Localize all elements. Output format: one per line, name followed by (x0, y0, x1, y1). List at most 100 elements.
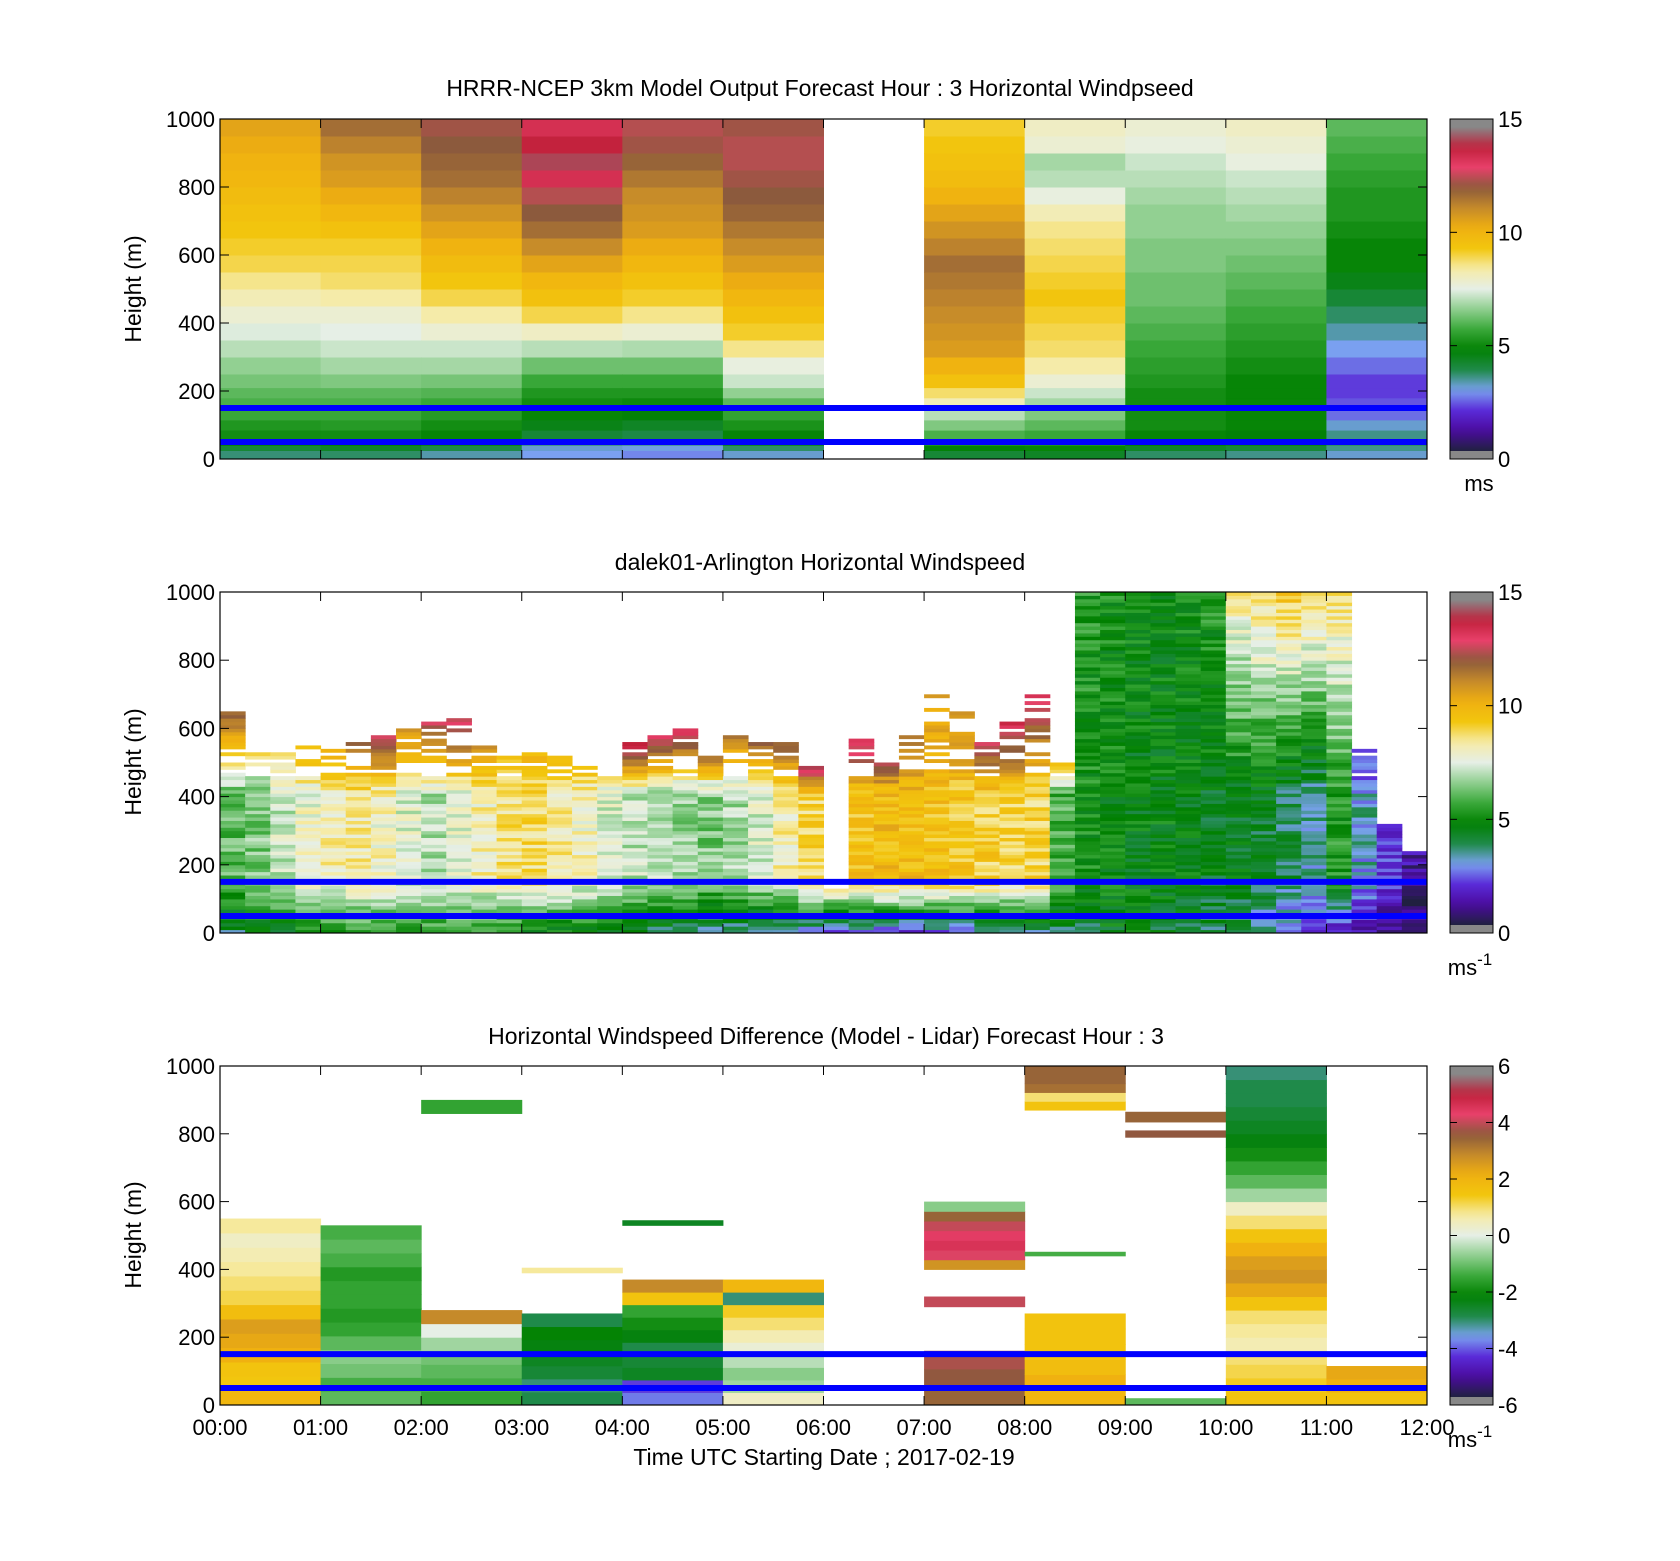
heatmap-cell (1301, 786, 1327, 791)
heatmap-cell (220, 820, 246, 825)
heatmap-cell (1150, 854, 1177, 859)
heatmap-cell (1175, 615, 1202, 620)
heatmap-cell (220, 1333, 322, 1349)
heatmap-cell (1150, 667, 1177, 671)
heatmap-cell (220, 909, 246, 914)
heatmap-cell (1200, 735, 1227, 740)
heatmap-cell (1401, 898, 1427, 903)
heatmap-cell (1351, 755, 1378, 760)
heatmap-cell (1250, 902, 1277, 907)
heatmap-cell (396, 820, 422, 825)
heatmap-cell (270, 919, 296, 924)
heatmap-cell (873, 813, 900, 818)
heatmap-cell (1175, 810, 1202, 815)
heatmap-cell (572, 789, 598, 794)
heatmap-cell (1150, 892, 1177, 896)
colorbar-tick-label: 0 (1498, 921, 1510, 946)
heatmap-cell (924, 844, 950, 849)
heatmap-cell (446, 779, 472, 784)
heatmap-cell (748, 847, 774, 852)
heatmap-cell (396, 759, 422, 763)
heatmap-cell (421, 834, 447, 839)
heatmap-cell (748, 857, 774, 862)
heatmap-cell (546, 793, 573, 798)
heatmap-cell (521, 255, 623, 273)
heatmap-cell (1250, 776, 1277, 781)
heatmap-cell (1200, 759, 1227, 763)
heatmap-cell (1276, 663, 1302, 668)
heatmap-cell (1125, 796, 1151, 801)
heatmap-cell (521, 823, 548, 828)
heatmap-cell (421, 1364, 523, 1379)
heatmap-cell (546, 796, 573, 801)
panel-3-heatmap (220, 1066, 1427, 1405)
heatmap-cell (295, 898, 322, 903)
heatmap-cell (220, 796, 246, 801)
heatmap-cell (421, 445, 523, 451)
heatmap-cell (1100, 626, 1126, 631)
heatmap-cell (270, 885, 296, 890)
heatmap-cell (1200, 605, 1227, 610)
heatmap-cell (396, 813, 422, 818)
colorbar-tick-label: -6 (1498, 1393, 1518, 1418)
heatmap-cell (1301, 752, 1327, 757)
heatmap-cell (773, 929, 799, 933)
heatmap-cell (345, 847, 372, 852)
heatmap-cell (320, 238, 422, 256)
heatmap-cell (1301, 622, 1327, 627)
heatmap-cell (622, 187, 724, 205)
heatmap-cell (1326, 721, 1353, 726)
heatmap-cell (722, 238, 824, 256)
heatmap-cell (974, 745, 1001, 750)
heatmap-cell (1100, 643, 1126, 648)
heatmap-cell (848, 898, 875, 903)
heatmap-cell (496, 823, 523, 828)
heatmap-cell (1326, 602, 1353, 607)
heatmap-cell (370, 779, 397, 784)
heatmap-cell (672, 909, 699, 914)
heatmap-cell (924, 772, 950, 777)
heatmap-cell (1074, 759, 1101, 763)
heatmap-cell (1175, 622, 1202, 627)
heatmap-cell (1200, 813, 1227, 818)
heatmap-cell (697, 844, 724, 849)
heatmap-cell (1301, 922, 1327, 927)
heatmap-cell (873, 772, 900, 777)
heatmap-cell (1074, 847, 1101, 852)
heatmap-cell (1200, 602, 1227, 607)
heatmap-cell (722, 1329, 824, 1343)
heatmap-cell (647, 929, 674, 933)
heatmap-cell (1100, 820, 1126, 825)
heatmap-cell (1225, 1188, 1327, 1203)
heatmap-cell (1100, 868, 1126, 873)
heatmap-cell (295, 892, 322, 896)
heatmap-cell (396, 861, 422, 866)
heatmap-cell (949, 895, 975, 900)
heatmap-cell (1250, 847, 1277, 852)
heatmap-cell (1125, 673, 1151, 678)
heatmap-cell (1225, 871, 1252, 876)
heatmap-cell (1276, 875, 1302, 879)
heatmap-cell (647, 851, 674, 856)
heatmap-cell (1401, 902, 1427, 907)
heatmap-cell (999, 745, 1026, 750)
heatmap-cell (1326, 187, 1427, 205)
heatmap-cell (622, 387, 724, 399)
heatmap-cell (421, 119, 523, 137)
heatmap-cell (245, 868, 271, 873)
heatmap-cell (345, 782, 372, 787)
heatmap-cell (1376, 902, 1403, 907)
heatmap-cell (421, 204, 523, 222)
heatmap-cell (1200, 731, 1227, 736)
heatmap-cell (1100, 701, 1126, 706)
heatmap-cell (924, 909, 950, 914)
heatmap-cell (320, 1335, 422, 1351)
heatmap-cell (1326, 632, 1353, 637)
heatmap-cell (722, 306, 824, 324)
colorbar-tick-label: 6 (1498, 1054, 1510, 1079)
heatmap-cell (1326, 861, 1353, 866)
heatmap-cell (924, 707, 950, 712)
heatmap-cell (798, 895, 824, 900)
heatmap-cell (1276, 902, 1302, 907)
heatmap-cell (220, 752, 246, 757)
